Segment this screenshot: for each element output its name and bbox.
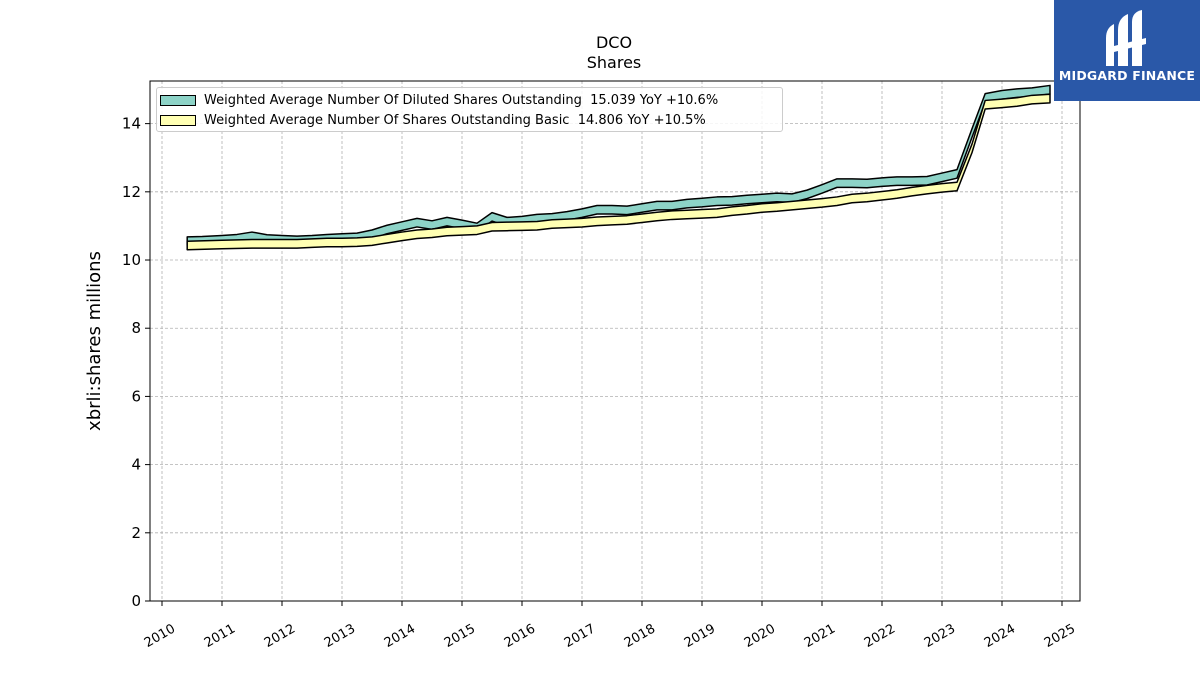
y-tick-label: 8 bbox=[131, 319, 141, 337]
y-tick-label: 2 bbox=[131, 524, 141, 542]
legend-item-basic: Weighted Average Number Of Shares Outsta… bbox=[160, 111, 706, 129]
legend-label-diluted: Weighted Average Number Of Diluted Share… bbox=[204, 92, 719, 108]
x-tick-label: 2013 bbox=[322, 621, 358, 651]
y-axis-label: xbrli:shares millions bbox=[84, 251, 105, 431]
brand-logo: MIDGARD FINANCE bbox=[1054, 0, 1200, 101]
x-tick-label: 2018 bbox=[622, 621, 658, 651]
y-tick-label: 12 bbox=[122, 183, 141, 201]
chart-subtitle: Shares bbox=[586, 53, 642, 72]
axis-ticks: 0 2 4 6 8 10 12 14 2010 2011 2012 2013 2014 2015 2016 2… bbox=[122, 115, 1078, 651]
y-tick-label: 0 bbox=[131, 592, 141, 610]
series-areas bbox=[186, 84, 1051, 251]
x-tick-label: 2024 bbox=[982, 621, 1018, 651]
x-tick-label: 2022 bbox=[862, 621, 898, 651]
x-tick-label: 2010 bbox=[142, 621, 178, 651]
y-tick-label: 4 bbox=[131, 456, 141, 474]
y-tick-label: 10 bbox=[122, 251, 141, 269]
x-tick-label: 2015 bbox=[442, 621, 478, 651]
legend: Weighted Average Number Of Diluted Share… bbox=[156, 87, 783, 132]
legend-swatch-diluted bbox=[160, 94, 196, 106]
x-tick-label: 2025 bbox=[1042, 621, 1078, 651]
x-tick-label: 2012 bbox=[262, 621, 298, 651]
legend-label-basic: Weighted Average Number Of Shares Outsta… bbox=[204, 112, 706, 128]
legend-item-diluted: Weighted Average Number Of Diluted Share… bbox=[160, 91, 718, 109]
y-tick-label: 14 bbox=[122, 115, 141, 133]
chart-title: DCO bbox=[595, 33, 633, 52]
x-tick-label: 2023 bbox=[922, 621, 958, 651]
x-tick-label: 2016 bbox=[502, 621, 538, 651]
series-band-basic bbox=[186, 93, 1051, 251]
legend-swatch-basic bbox=[160, 114, 196, 126]
plot-frame bbox=[149, 80, 1081, 602]
brand-name: MIDGARD FINANCE bbox=[1058, 68, 1196, 83]
x-tick-label: 2011 bbox=[202, 621, 238, 651]
x-tick-label: 2014 bbox=[382, 621, 418, 651]
midgard-logo-icon bbox=[1106, 10, 1146, 66]
x-tick-label: 2021 bbox=[802, 621, 838, 651]
x-tick-label: 2019 bbox=[682, 621, 718, 651]
y-tick-label: 6 bbox=[131, 387, 141, 405]
x-tick-label: 2020 bbox=[742, 621, 778, 651]
grid-lines bbox=[150, 81, 1080, 602]
x-tick-label: 2017 bbox=[562, 621, 598, 651]
